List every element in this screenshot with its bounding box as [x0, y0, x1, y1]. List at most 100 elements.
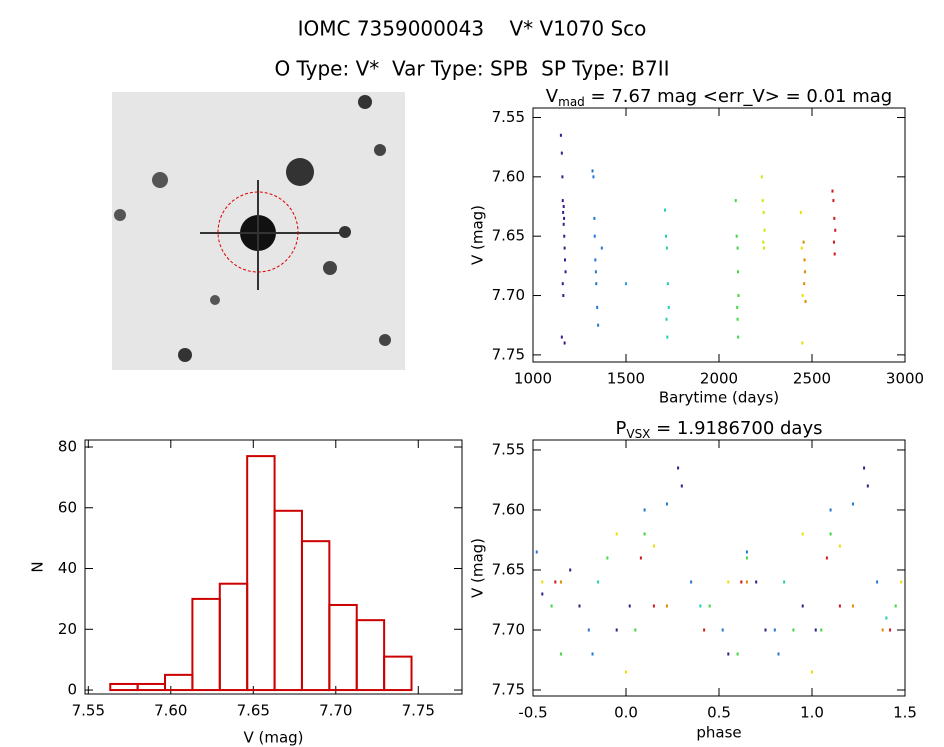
data-point — [595, 282, 598, 286]
data-point — [740, 580, 743, 584]
data-point — [652, 544, 655, 548]
data-point — [664, 208, 667, 212]
y-tick-label: 80 — [58, 437, 77, 455]
y-tick-label: 7.55 — [492, 440, 525, 458]
data-point — [763, 228, 766, 232]
data-point — [801, 294, 804, 298]
data-point — [829, 508, 832, 512]
data-point — [737, 294, 740, 298]
y-tick-label: 7.65 — [492, 560, 525, 578]
y-tick-label: 60 — [58, 498, 77, 516]
data-point — [563, 216, 566, 220]
data-point — [615, 532, 618, 536]
data-point — [625, 282, 627, 286]
data-point — [559, 580, 562, 584]
data-point — [592, 175, 595, 179]
histogram-bar — [246, 455, 276, 692]
data-point — [563, 341, 566, 345]
plot-frame — [532, 107, 906, 363]
histogram-bar — [300, 540, 331, 692]
plot-frame — [532, 439, 906, 697]
data-point — [665, 604, 668, 608]
data-point — [591, 169, 594, 173]
data-point — [597, 323, 600, 327]
histogram-bar — [109, 682, 139, 692]
x-tick-label: 7.75 — [402, 702, 435, 720]
data-point — [777, 652, 780, 656]
data-point — [535, 550, 538, 554]
data-point — [615, 628, 618, 632]
y-tick-label: 7.75 — [492, 680, 525, 698]
data-point — [851, 502, 854, 506]
data-point — [800, 246, 803, 250]
data-point — [690, 580, 693, 584]
data-point — [801, 532, 804, 536]
x-tick-label: 7.60 — [154, 702, 187, 720]
x-axis-label: V (mag) — [243, 729, 303, 747]
data-point — [783, 580, 786, 584]
x-axis-label: phase — [696, 724, 741, 742]
y-tick-label: 7.55 — [492, 108, 525, 126]
x-tick-label: 7.70 — [319, 702, 352, 720]
data-point — [736, 317, 739, 321]
data-point — [803, 282, 806, 286]
data-point — [820, 628, 823, 632]
histogram-bar — [355, 619, 386, 692]
data-point — [594, 258, 597, 262]
x-tick-label: 0.5 — [707, 704, 731, 722]
data-point — [554, 580, 557, 584]
data-point — [652, 604, 655, 608]
header-title: IOMC 7359000043 V* V1070 Sco — [298, 17, 647, 41]
y-tick-label: 7.60 — [492, 500, 525, 518]
data-point — [541, 592, 544, 596]
histogram-bar — [383, 655, 413, 692]
data-point — [803, 258, 806, 262]
data-point — [677, 466, 680, 470]
x-tick-label: 0.0 — [614, 704, 638, 722]
data-point — [764, 628, 767, 632]
data-point — [737, 335, 740, 339]
data-point — [703, 628, 706, 632]
data-point — [699, 604, 702, 608]
data-point — [792, 628, 795, 632]
data-point — [881, 628, 884, 632]
x-tick-label: 2500 — [793, 370, 831, 388]
data-point — [799, 210, 802, 214]
data-point — [541, 580, 544, 584]
y-tick-label: 40 — [58, 559, 77, 577]
title-main: P — [616, 418, 627, 439]
data-point — [587, 628, 590, 632]
data-point — [639, 556, 642, 560]
data-point — [838, 544, 841, 548]
x-tick-label: 3000 — [886, 370, 924, 388]
data-point — [721, 628, 724, 632]
data-point — [801, 604, 804, 608]
data-point — [825, 556, 828, 560]
data-point — [563, 246, 566, 250]
title-rest: = 1.9186700 days — [650, 418, 822, 439]
data-point — [559, 133, 562, 137]
data-point — [736, 246, 739, 250]
data-point — [801, 341, 804, 345]
data-point — [876, 580, 879, 584]
data-point — [680, 484, 683, 488]
histogram-bar — [218, 582, 249, 692]
data-point — [563, 234, 566, 238]
data-point — [900, 580, 903, 584]
data-point — [597, 580, 600, 584]
data-point — [667, 305, 670, 309]
data-point — [727, 580, 730, 584]
data-point — [560, 335, 563, 339]
x-tick-label: 7.55 — [72, 702, 105, 720]
data-point — [829, 532, 832, 536]
y-tick-label: 7.65 — [492, 227, 525, 245]
data-point — [863, 466, 866, 470]
data-point — [894, 604, 897, 608]
data-point — [803, 270, 806, 274]
data-point — [562, 222, 565, 226]
data-point — [665, 246, 668, 250]
data-point — [606, 556, 609, 560]
data-point — [727, 652, 730, 656]
data-point — [594, 270, 597, 274]
